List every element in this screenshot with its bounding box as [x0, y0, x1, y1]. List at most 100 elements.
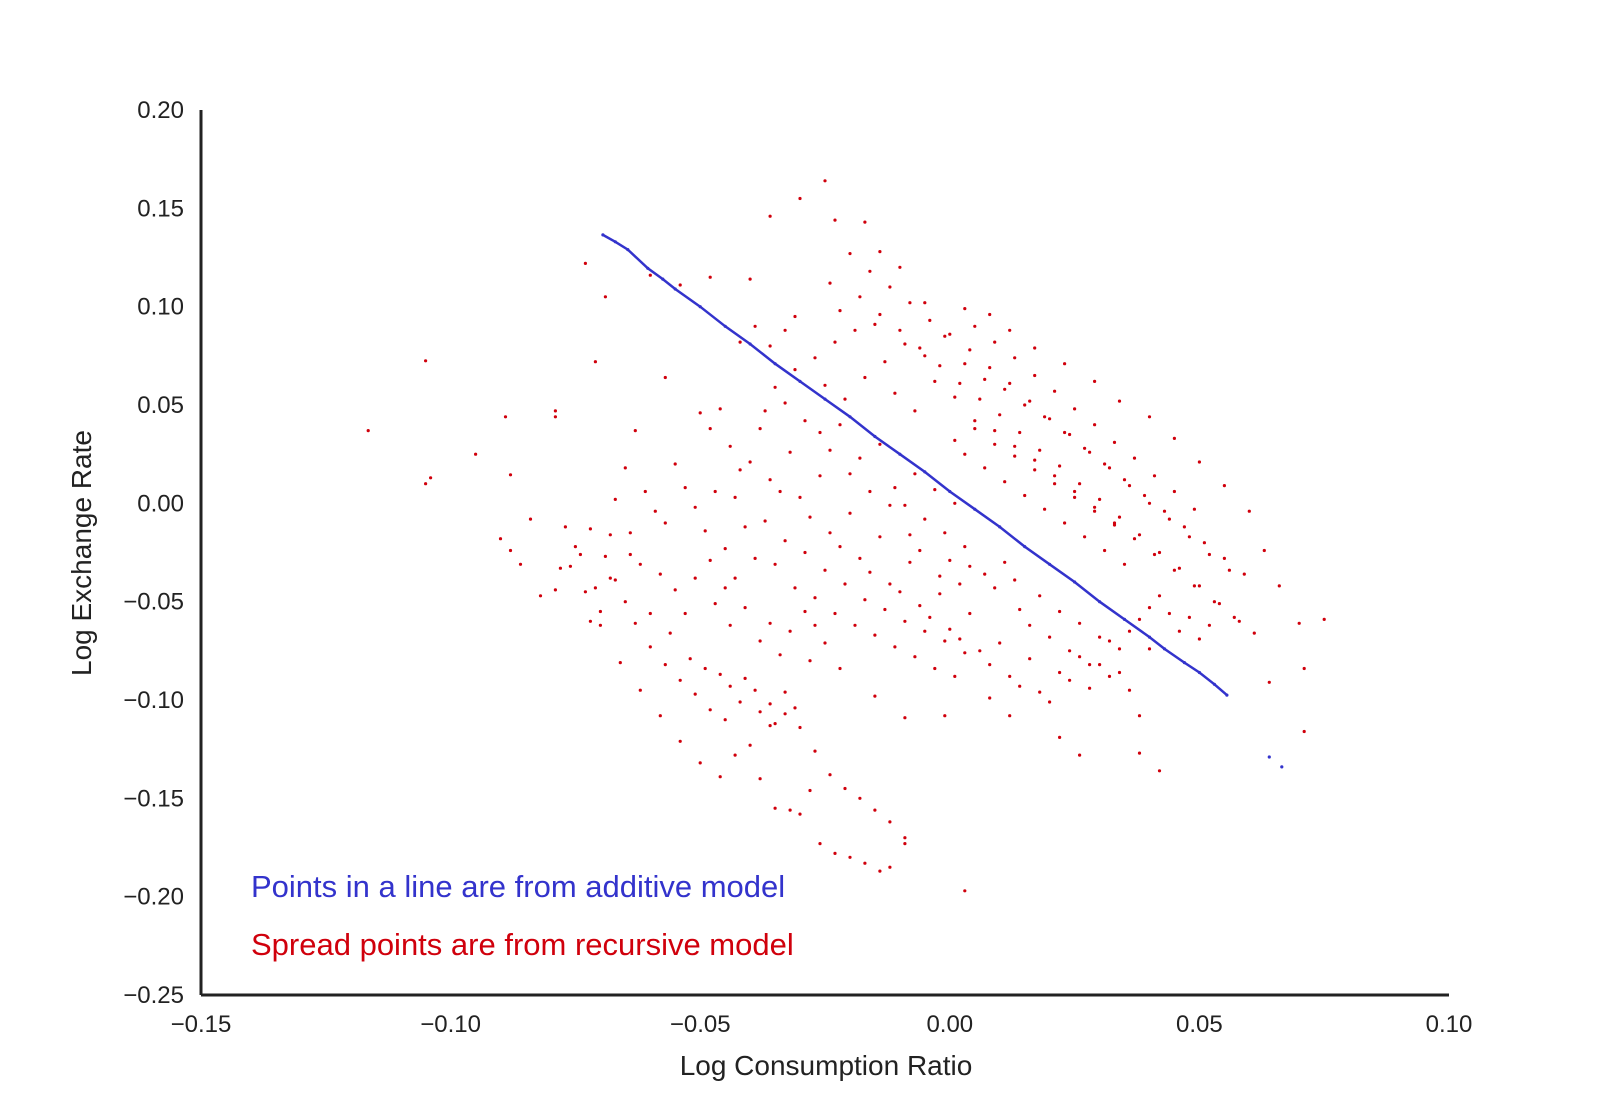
recursive-point: [1008, 714, 1012, 718]
y-tick-label: −0.20: [123, 884, 184, 911]
recursive-point: [778, 489, 782, 494]
recursive-point: [1078, 753, 1082, 757]
recursive-point: [1033, 458, 1037, 462]
recursive-point: [748, 743, 752, 747]
recursive-point: [1093, 423, 1097, 427]
recursive-point: [943, 714, 947, 718]
recursive-point: [798, 725, 802, 730]
recursive-point: [588, 527, 593, 531]
recursive-point: [668, 631, 672, 635]
recursive-point: [993, 429, 997, 433]
recursive-point: [728, 623, 732, 627]
recursive-point: [888, 582, 892, 586]
recursive-point: [1003, 387, 1007, 391]
recursive-point: [1093, 505, 1097, 509]
recursive-point: [708, 427, 712, 431]
recursive-point: [833, 340, 837, 344]
recursive-point: [928, 615, 932, 620]
recursive-point: [528, 517, 533, 521]
recursive-point: [658, 714, 662, 718]
y-tick-label: 0.05: [137, 392, 184, 419]
recursive-point: [698, 411, 702, 415]
recursive-point: [968, 611, 972, 616]
recursive-point: [628, 552, 632, 557]
recursive-point: [848, 472, 852, 476]
recursive-point: [743, 676, 747, 681]
recursive-point: [868, 269, 872, 273]
recursive-point: [773, 562, 777, 566]
recursive-point: [1157, 769, 1162, 773]
recursive-point: [858, 796, 862, 800]
recursive-point: [848, 511, 852, 515]
recursive-point: [1048, 417, 1052, 421]
recursive-point: [713, 602, 717, 606]
recursive-point: [738, 340, 742, 344]
recursive-point: [983, 466, 987, 470]
recursive-point: [863, 220, 867, 224]
recursive-point: [803, 609, 807, 614]
recursive-point: [793, 586, 797, 590]
recursive-point: [1147, 606, 1152, 610]
recursive-point: [728, 684, 732, 688]
recursive-point: [613, 497, 617, 501]
recursive-point: [1127, 629, 1132, 633]
recursive-point: [1078, 621, 1082, 625]
recursive-point: [953, 501, 957, 505]
recursive-point: [783, 712, 787, 716]
recursive-point: [553, 588, 558, 592]
recursive-point: [743, 606, 747, 610]
recursive-point: [1152, 552, 1157, 557]
recursive-point: [653, 509, 657, 513]
recursive-point: [1107, 466, 1112, 470]
recursive-point: [1088, 450, 1092, 454]
recursive-point: [613, 578, 617, 582]
recursive-point: [1267, 680, 1271, 684]
recursive-point: [1172, 489, 1176, 494]
recursive-point: [943, 639, 947, 643]
recursive-point: [948, 558, 952, 563]
recursive-point: [823, 179, 827, 183]
recursive-point: [1157, 594, 1162, 598]
recursive-point: [848, 252, 852, 256]
recursive-point: [963, 307, 967, 311]
recursive-point: [893, 391, 897, 395]
recursive-point: [863, 375, 867, 380]
recursive-point: [1058, 735, 1062, 740]
recursive-point: [1033, 346, 1037, 350]
recursive-point: [853, 623, 857, 627]
recursive-point: [933, 666, 937, 671]
recursive-point: [758, 777, 762, 781]
recursive-point: [1058, 670, 1062, 675]
recursive-point: [923, 629, 927, 633]
recursive-point: [583, 590, 588, 594]
y-axis-ticks: −0.25 −0.20 −0.15 −0.10 −0.05 0.00 0.05 0.10 0.1…: [123, 97, 184, 1009]
recursive-point: [673, 588, 677, 592]
recursive-point: [703, 666, 707, 671]
recursive-point: [908, 560, 912, 564]
y-tick-label: 0.20: [137, 97, 184, 124]
recursive-point: [953, 395, 957, 399]
recursive-point: [728, 444, 732, 448]
recursive-point: [593, 586, 598, 590]
recursive-point: [703, 529, 707, 533]
recursive-point: [748, 277, 752, 281]
recursive-point: [1247, 509, 1251, 513]
recursive-point: [678, 283, 682, 287]
recursive-point: [1048, 635, 1052, 639]
data-points: [366, 179, 1326, 893]
recursive-point: [963, 889, 967, 893]
recursive-point: [1232, 615, 1236, 620]
recursive-point: [638, 688, 642, 692]
recursive-point: [723, 718, 727, 722]
recursive-point: [813, 749, 817, 753]
recursive-point: [918, 548, 922, 553]
recursive-point: [823, 641, 827, 645]
recursive-point: [708, 275, 712, 279]
recursive-point: [813, 623, 817, 627]
recursive-point: [1028, 399, 1032, 403]
recursive-point: [863, 861, 867, 865]
recursive-point: [818, 842, 822, 846]
y-tick-label: −0.05: [123, 589, 184, 616]
recursive-point: [1038, 448, 1042, 452]
recursive-point: [708, 708, 712, 712]
